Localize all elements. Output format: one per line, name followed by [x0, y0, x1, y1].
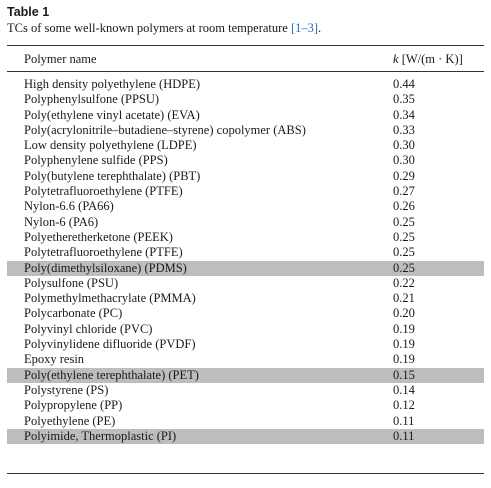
- table-row: Nylon-6 (PA6) 0.25: [7, 215, 484, 230]
- polymer-name-cell: Polyphenylsulfone (PPSU): [24, 92, 160, 107]
- thermal-conductivity-cell: 0.27: [393, 184, 415, 199]
- table-row: High density polyethylene (HDPE) 0.44: [7, 77, 484, 92]
- polymer-name-cell: Poly(ethylene vinyl acetate) (EVA): [24, 107, 200, 122]
- polymer-name-cell: Nylon-6.6 (PA66): [24, 199, 114, 214]
- table-row: Epoxy resin 0.19: [7, 352, 484, 367]
- thermal-conductivity-cell: 0.19: [393, 321, 415, 336]
- table-row: Polyetheretherketone (PEEK) 0.25: [7, 230, 484, 245]
- thermal-conductivity-cell: 0.22: [393, 275, 415, 290]
- column-header-thermal-conductivity: k [W/(m · K)]: [393, 50, 463, 68]
- table-row: Polyvinyl chloride (PVC) 0.19: [7, 322, 484, 337]
- table-row: Nylon-6.6 (PA66) 0.26: [7, 199, 484, 214]
- polymer-name-cell: Poly(acrylonitrile–butadiene–styrene) co…: [24, 122, 306, 137]
- k-symbol: k: [393, 52, 399, 66]
- table-row: Polypropylene (PP) 0.12: [7, 398, 484, 413]
- thermal-conductivity-cell: 0.29: [393, 168, 415, 183]
- table-row: Poly(butylene terephthalate) (PBT) 0.29: [7, 169, 484, 184]
- thermal-conductivity-cell: 0.33: [393, 122, 415, 137]
- thermal-conductivity-cell: 0.19: [393, 337, 415, 352]
- table-row: Polyethylene (PE) 0.11: [7, 414, 484, 429]
- polymer-name-cell: Polystyrene (PS): [24, 382, 109, 397]
- table-top-rule: [7, 45, 484, 46]
- thermal-conductivity-cell: 0.25: [393, 214, 415, 229]
- thermal-conductivity-cell: 0.34: [393, 107, 415, 122]
- thermal-conductivity-cell: 0.44: [393, 77, 415, 91]
- table-bottom-rule: [7, 473, 484, 474]
- table-row: Polytetrafluoroethylene (PTFE) 0.25: [7, 245, 484, 260]
- thermal-conductivity-cell: 0.30: [393, 138, 415, 153]
- table-row: Polyvinylidene difluoride (PVDF) 0.19: [7, 337, 484, 352]
- polymer-name-cell: Polysulfone (PSU): [24, 275, 119, 290]
- thermal-conductivity-cell: 0.26: [393, 199, 415, 214]
- thermal-conductivity-cell: 0.11: [393, 413, 415, 428]
- table-row: Polyphenylene sulfide (PPS) 0.30: [7, 153, 484, 168]
- polymer-name-cell: Polyvinyl chloride (PVC): [24, 321, 153, 336]
- table-body: High density polyethylene (HDPE) 0.44 Poly…: [7, 77, 484, 445]
- table-row: Polycarbonate (PC) 0.20: [7, 306, 484, 321]
- table-row: Polystyrene (PS) 0.14: [7, 383, 484, 398]
- polymer-name-cell: Poly(butylene terephthalate) (PBT): [24, 168, 201, 183]
- thermal-conductivity-cell: 0.11: [393, 428, 415, 443]
- polymer-name-cell: Polyethylene (PE): [24, 413, 116, 428]
- table-row: Polymethylmethacrylate (PMMA) 0.21: [7, 291, 484, 306]
- polymer-name-cell: High density polyethylene (HDPE): [24, 77, 201, 91]
- polymer-name-cell: Polyimide, Thermoplastic (PI): [24, 428, 177, 443]
- column-header-polymer-name: Polymer name: [24, 52, 97, 66]
- table-title-text: TCs of some well-known polymers at room …: [7, 21, 291, 35]
- table-header-row: Polymer name k [W/(m · K)]: [7, 50, 484, 68]
- table-header-rule: [7, 71, 484, 72]
- polymer-name-cell: Low density polyethylene (LDPE): [24, 138, 197, 153]
- table-row: Poly(ethylene vinyl acetate) (EVA) 0.34: [7, 108, 484, 123]
- thermal-conductivity-cell: 0.35: [393, 92, 415, 107]
- thermal-conductivity-cell: 0.25: [393, 260, 415, 275]
- thermal-conductivity-cell: 0.25: [393, 245, 415, 260]
- table-row: Polyphenylsulfone (PPSU) 0.35: [7, 92, 484, 107]
- table-row: Low density polyethylene (LDPE) 0.30: [7, 138, 484, 153]
- polymer-name-cell: Poly(ethylene terephthalate) (PET): [24, 367, 199, 382]
- thermal-conductivity-cell: 0.19: [393, 352, 415, 367]
- table-row: Poly(acrylonitrile–butadiene–styrene) co…: [7, 123, 484, 138]
- polymer-name-cell: Polyetheretherketone (PEEK): [24, 229, 173, 244]
- polymer-name-cell: Epoxy resin: [24, 352, 85, 367]
- thermal-conductivity-cell: 0.12: [393, 398, 415, 413]
- table-caption: Table 1 TCs of some well-known polymers …: [7, 5, 485, 36]
- table-row: Poly(dimethylsiloxane) (PDMS) 0.25: [7, 260, 484, 276]
- polymer-name-cell: Polyphenylene sulfide (PPS): [24, 153, 168, 168]
- polymer-name-cell: Polyvinylidene difluoride (PVDF): [24, 337, 196, 352]
- table-title: TCs of some well-known polymers at room …: [7, 20, 485, 36]
- polymer-name-cell: Polypropylene (PP): [24, 398, 123, 413]
- thermal-conductivity-cell: 0.25: [393, 229, 415, 244]
- polymer-name-cell: Polytetrafluoroethylene (PTFE): [24, 245, 183, 260]
- polymer-name-cell: Polytetrafluoroethylene (PTFE): [24, 184, 183, 199]
- thermal-conductivity-cell: 0.14: [393, 382, 415, 397]
- table-row: Poly(ethylene terephthalate) (PET) 0.15: [7, 367, 484, 383]
- table-title-period: .: [318, 21, 322, 35]
- k-unit: [W/(m · K)]: [398, 52, 463, 66]
- thermal-conductivity-cell: 0.30: [393, 153, 415, 168]
- table-row: Polyimide, Thermoplastic (PI) 0.11: [7, 428, 484, 445]
- thermal-conductivity-cell: 0.20: [393, 306, 415, 321]
- thermal-conductivity-cell: 0.15: [393, 367, 415, 382]
- table-row: Polysulfone (PSU) 0.22: [7, 276, 484, 291]
- polymer-name-cell: Nylon-6 (PA6): [24, 214, 99, 229]
- polymer-name-cell: Poly(dimethylsiloxane) (PDMS): [24, 260, 187, 275]
- polymer-name-cell: Polymethylmethacrylate (PMMA): [24, 291, 196, 306]
- table-label: Table 1: [7, 5, 50, 19]
- reference-link[interactable]: [1–3]: [290, 21, 319, 35]
- thermal-conductivity-cell: 0.21: [393, 291, 415, 306]
- polymer-name-cell: Polycarbonate (PC): [24, 306, 123, 321]
- table-row: Polytetrafluoroethylene (PTFE) 0.27: [7, 184, 484, 199]
